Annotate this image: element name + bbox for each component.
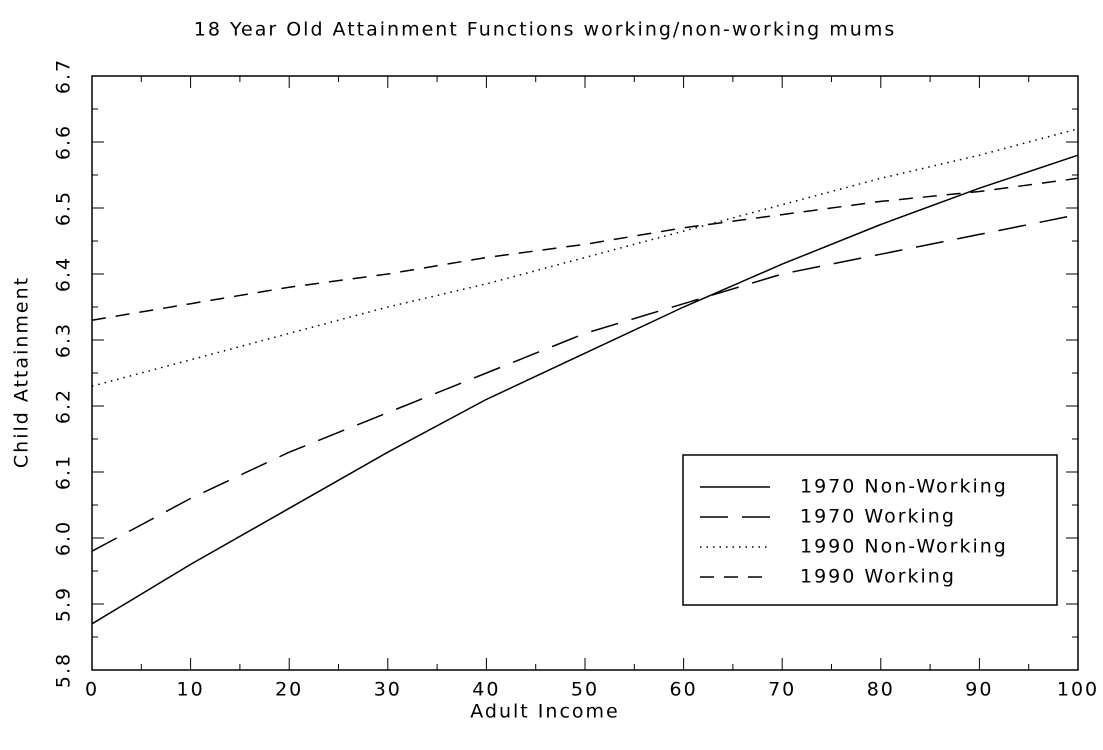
x-tick-label: 60	[670, 679, 698, 701]
x-tick-label: 10	[177, 679, 205, 701]
y-tick-label: 6.3	[53, 322, 75, 358]
y-tick-label: 6.1	[53, 454, 75, 490]
series-line	[91, 177, 1079, 321]
x-tick-label: 20	[275, 679, 303, 701]
x-tick-label: 70	[768, 679, 796, 701]
y-tick-label: 6.7	[53, 58, 75, 94]
legend-label: 1990 Non-Working	[800, 536, 1008, 558]
legend-label: 1970 Non-Working	[800, 476, 1008, 498]
y-tick-label: 6.4	[53, 256, 75, 292]
x-tick-label: 90	[965, 679, 993, 701]
y-tick-label: 6.5	[53, 190, 75, 226]
x-tick-label: 80	[867, 679, 895, 701]
legend-box	[682, 454, 1058, 606]
x-tick-label: 40	[472, 679, 500, 701]
series-line	[91, 213, 1079, 552]
x-tick-label: 30	[374, 679, 402, 701]
y-tick-label: 5.9	[53, 586, 75, 622]
legend-label: 1990 Working	[800, 566, 956, 588]
x-axis-label: Adult Income	[470, 701, 619, 723]
series-line	[91, 128, 1079, 387]
x-tick-label: 50	[571, 679, 599, 701]
x-tick-label: 100	[1057, 679, 1099, 701]
legend-label: 1970 Working	[800, 506, 956, 528]
y-tick-label: 6.0	[53, 520, 75, 556]
y-tick-label: 6.2	[53, 388, 75, 424]
series-line	[91, 154, 1079, 625]
chart-title: 18 Year Old Attainment Functions working…	[194, 19, 897, 41]
y-axis-label: Child Attainment	[11, 276, 33, 468]
x-tick-label: 0	[85, 679, 99, 701]
y-tick-label: 6.6	[53, 124, 75, 160]
y-tick-label: 5.8	[53, 652, 75, 688]
